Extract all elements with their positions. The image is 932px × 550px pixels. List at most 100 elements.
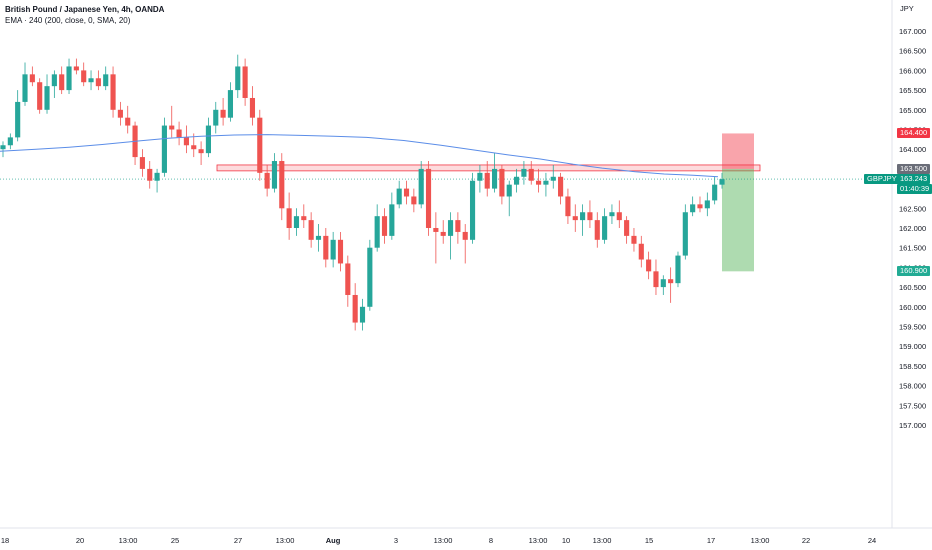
candle-body: [330, 239, 336, 260]
candle-body: [425, 168, 432, 228]
candle-body: [264, 172, 270, 189]
candle-body: [227, 90, 234, 118]
candle-body: [15, 101, 21, 138]
candle-body: [514, 176, 520, 185]
candle-body: [257, 117, 263, 173]
candle-body: [88, 78, 94, 83]
candle-body: [301, 216, 307, 221]
candle-body: [337, 239, 344, 264]
candle-body: [0, 145, 6, 150]
zones-layer: [0, 133, 892, 272]
resistance-zone[interactable]: [216, 164, 761, 172]
stop-price-tag: 164.400: [897, 128, 931, 139]
candle-body: [411, 196, 417, 205]
price-axis: 167.000166.500166.000165.500165.000164.5…: [899, 27, 926, 430]
target-price-tag: 160.900: [897, 266, 931, 277]
price-tick-label: 159.000: [899, 342, 926, 351]
candle-body: [235, 66, 241, 91]
candle-body: [675, 255, 681, 284]
price-tick-label: 165.500: [899, 86, 926, 95]
candle-body: [550, 176, 556, 181]
time-tick-label: 27: [234, 536, 242, 545]
time-tick-label: 13:00: [529, 536, 548, 545]
candle-body: [110, 74, 116, 110]
time-tick-label: 13:00: [751, 536, 770, 545]
candle-body: [7, 137, 13, 146]
candle-body: [455, 220, 461, 232]
time-tick-label: 15: [645, 536, 653, 545]
candle-body: [631, 235, 637, 244]
candle-body: [359, 306, 366, 323]
candle-body: [528, 168, 534, 181]
candle-body: [616, 212, 622, 221]
candle-body: [374, 216, 380, 248]
countdown-tag: 01:40:39: [897, 184, 932, 195]
candle-body: [59, 74, 65, 91]
price-tick-label: 161.500: [899, 244, 926, 253]
candle-body: [271, 161, 278, 189]
candle-body: [183, 137, 189, 146]
price-tick-label: 157.500: [899, 401, 926, 410]
time-tick-label: 25: [171, 536, 179, 545]
candle-body: [125, 117, 131, 126]
candle-body: [462, 231, 468, 240]
candle-body: [477, 172, 483, 181]
symbol-tag: GBPJPY: [864, 174, 900, 185]
time-tick-label: 13:00: [119, 536, 138, 545]
candle-body: [95, 78, 101, 87]
entry-price-tag: 163.500: [897, 163, 931, 174]
candle-body: [293, 216, 300, 228]
candle-body: [279, 161, 285, 209]
candle-body: [653, 271, 659, 288]
take-profit-zone[interactable]: [722, 168, 754, 272]
ema-line: [0, 134, 719, 178]
candle-body: [213, 109, 219, 126]
candle-body: [286, 208, 292, 228]
time-tick-label: Aug: [326, 536, 341, 545]
candle-body: [29, 74, 35, 83]
candle-body: [697, 204, 703, 209]
candle-body: [484, 172, 490, 189]
candle-body: [469, 180, 476, 240]
stop-loss-zone[interactable]: [722, 133, 754, 169]
time-tick-label: 13:00: [593, 536, 612, 545]
candle-body: [543, 180, 549, 185]
candle-body: [704, 200, 710, 209]
candle-body: [580, 212, 586, 221]
candle-body: [609, 212, 615, 217]
candle-body: [403, 188, 410, 197]
time-tick-label: 8: [489, 536, 493, 545]
candle-body: [315, 235, 322, 240]
price-tick-label: 166.500: [899, 47, 926, 56]
candle-body: [139, 157, 145, 169]
candle-body: [682, 212, 688, 256]
candle-body: [506, 184, 512, 197]
candle-body: [418, 168, 424, 205]
candle-body: [396, 188, 402, 205]
price-tick-label: 160.500: [899, 283, 926, 292]
last-price-tag: 163.243: [897, 174, 931, 185]
candle-body: [308, 220, 314, 240]
candle-body: [499, 168, 505, 197]
candle-body: [169, 125, 175, 130]
candle-body: [646, 259, 652, 272]
candle-body: [22, 74, 28, 102]
candle-body: [367, 247, 373, 307]
candle-body: [668, 279, 674, 284]
candle-body: [103, 74, 109, 87]
time-tick-label: 17: [707, 536, 715, 545]
chart-title[interactable]: British Pound / Japanese Yen, 4h, OANDA: [5, 5, 165, 14]
candle-body: [220, 109, 226, 118]
ema-indicator-label[interactable]: EMA · 240 (200, close, 0, SMA, 20): [5, 16, 131, 25]
candle-body: [161, 125, 167, 173]
candle-body: [572, 216, 578, 221]
candle-body: [638, 243, 644, 260]
candle-body: [389, 204, 395, 236]
candle-body: [712, 184, 718, 201]
price-tick-label: 159.500: [899, 323, 926, 332]
price-tick-label: 157.000: [899, 421, 926, 430]
price-tick-label: 165.000: [899, 106, 926, 115]
candle-body: [690, 204, 696, 213]
candle-body: [491, 168, 498, 189]
